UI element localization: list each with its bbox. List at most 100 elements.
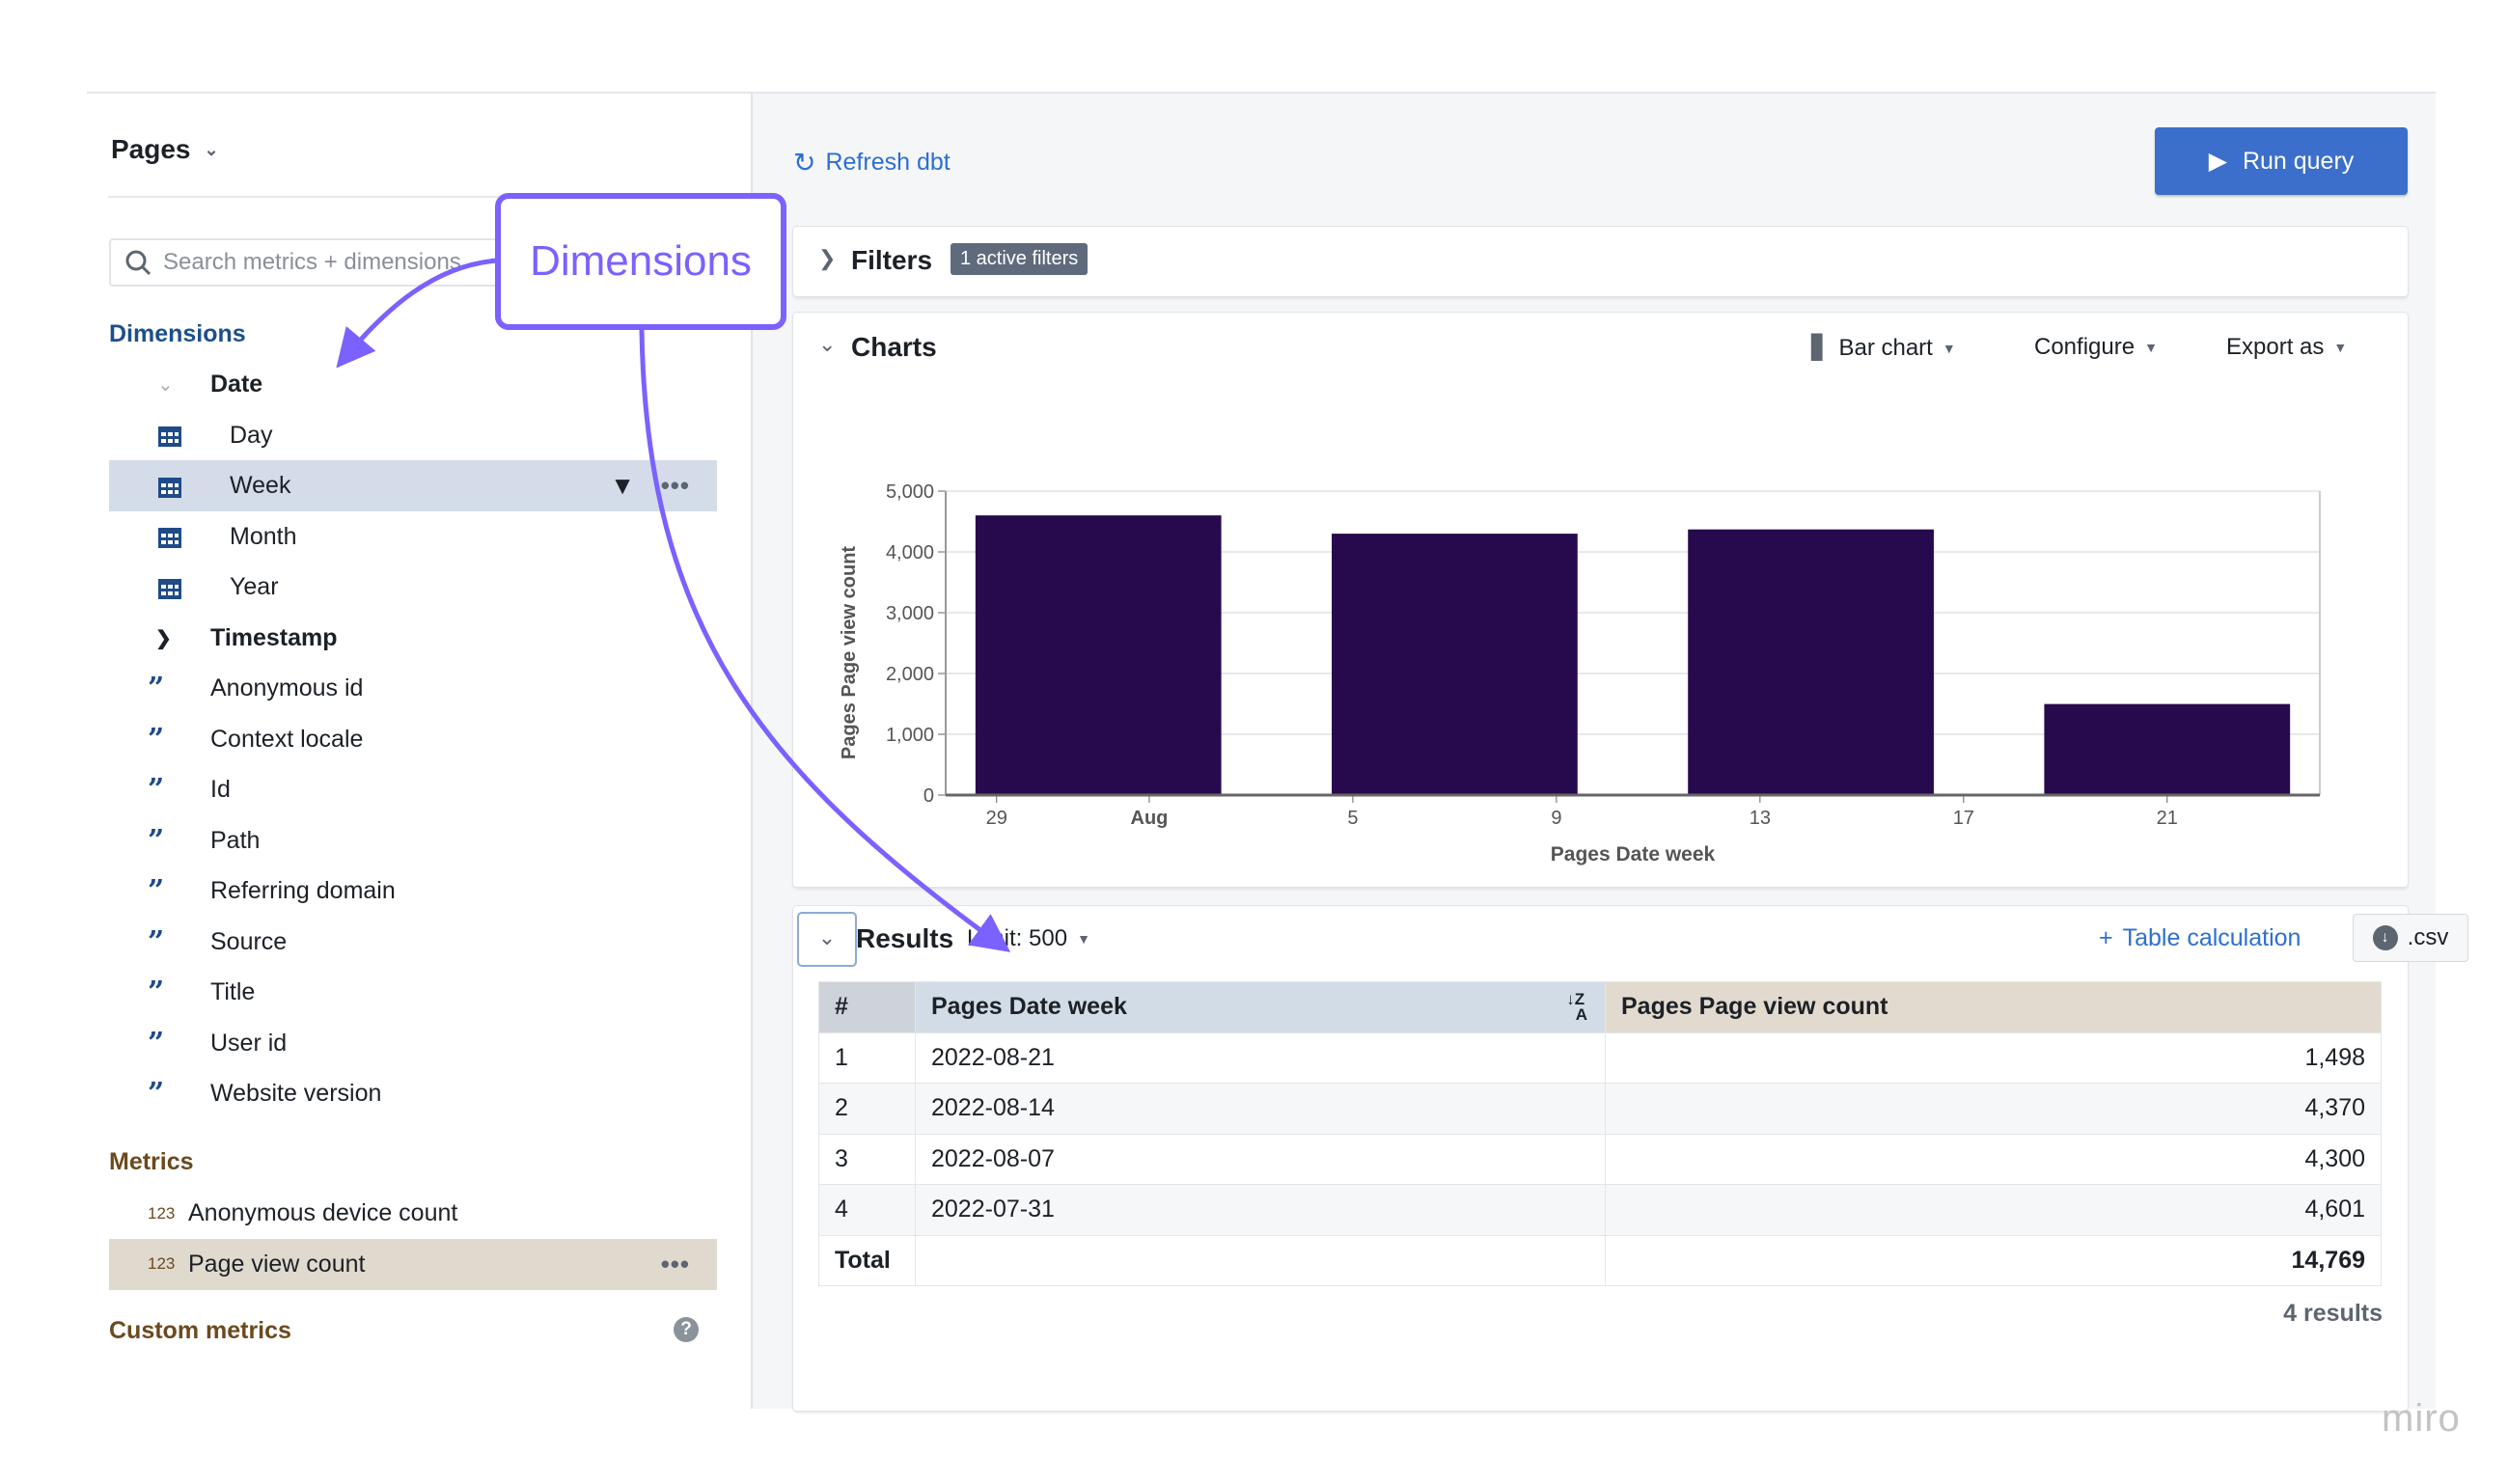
column-header-index: # (818, 981, 916, 1033)
caret-down-icon: ▼ (1077, 931, 1090, 947)
play-icon: ▶ (2208, 148, 2227, 175)
csv-export-button[interactable]: ↓ .csv (2353, 914, 2468, 962)
dimensions-callout: Dimensions (495, 193, 786, 330)
caret-down-icon: ▼ (2144, 340, 2158, 355)
metric-label: Anonymous device count (188, 1199, 458, 1226)
cell-date-week: 2022-08-21 (915, 1031, 1606, 1084)
configure-button[interactable]: Configure ▼ (2034, 334, 2158, 361)
chart-type-label: Bar chart (1838, 334, 1933, 361)
y-tick-label: 2,000 (886, 664, 934, 685)
total-row: Total 14,769 (818, 1234, 2382, 1286)
explore-selector[interactable]: Pages ⌄ (111, 134, 219, 165)
refresh-dbt-button[interactable]: ↻ Refresh dbt (793, 147, 951, 179)
bar (2044, 703, 2291, 795)
chart-type-select[interactable]: ▋ Bar chart ▼ (1811, 334, 1956, 362)
dimension-label: User id (210, 1029, 288, 1057)
chevron-right-icon[interactable]: ❯ (818, 246, 837, 270)
dimension-date-year[interactable]: Year (109, 562, 717, 613)
refresh-icon: ↻ (793, 148, 816, 178)
y-tick-label: 3,000 (886, 603, 934, 624)
metric-item[interactable]: 123 Anonymous device count (109, 1188, 717, 1239)
dimension-label: Context locale (210, 725, 364, 753)
export-label: Export as (2226, 334, 2325, 360)
bar (1688, 529, 1934, 795)
run-query-button[interactable]: ▶ Run query (2155, 127, 2408, 195)
column-label: Pages Date week (931, 993, 1127, 1021)
search-placeholder: Search metrics + dimensions (163, 249, 461, 275)
cell-date-week: 2022-08-07 (915, 1133, 1606, 1185)
dimension-item[interactable]: ” Referring domain (109, 866, 717, 917)
x-tick-label: Aug (1131, 808, 1169, 829)
dimension-group-timestamp[interactable]: ❯ Timestamp (109, 613, 717, 664)
number-type-icon: 123 (148, 1254, 176, 1273)
dimension-item[interactable]: ” Context locale (109, 714, 717, 765)
dimension-label: Day (230, 421, 273, 449)
dimension-item[interactable]: ” Title (109, 967, 717, 1018)
filters-toggle[interactable]: Filters (851, 245, 933, 275)
table-row: 3 2022-08-07 4,300 (818, 1133, 2382, 1185)
app: Pages ⌄ Search metrics + dimensions Dimen… (87, 92, 2468, 1411)
x-tick-label: 17 (1953, 808, 1974, 829)
filter-icon[interactable]: ▼ (610, 471, 635, 500)
cell-page-view-count: 4,601 (1605, 1184, 2382, 1236)
string-type-icon: ” (148, 672, 165, 705)
y-tick-label: 0 (923, 785, 934, 807)
explore-title: Pages (111, 134, 191, 164)
dimension-label: Id (210, 776, 231, 803)
column-header-date-week[interactable]: Pages Date week ↓Z A (915, 981, 1606, 1033)
dimension-label: Website version (210, 1080, 382, 1107)
limit-select[interactable]: Limit: 500 ▼ (967, 925, 1090, 952)
column-header-page-view-count[interactable]: Pages Page view count (1605, 981, 2382, 1033)
miro-watermark: miro (2382, 1397, 2461, 1440)
search-icon (125, 250, 152, 276)
cell-page-view-count: 4,370 (1605, 1083, 2382, 1135)
y-tick-label: 4,000 (886, 542, 934, 563)
divider (108, 196, 730, 198)
cell-index: 3 (818, 1133, 916, 1185)
results-card: ⌄ Results Limit: 500 ▼ + Table calculation… (793, 906, 2468, 1411)
y-axis-label: Pages Page view count (839, 546, 860, 760)
dimension-date-month[interactable]: Month (109, 511, 717, 563)
x-tick-label: 29 (986, 808, 1007, 829)
cell-date-week: 2022-07-31 (915, 1184, 1606, 1236)
dimension-label: Week (230, 472, 291, 499)
sort-desc-icon[interactable]: ↓Z A (1566, 990, 1587, 1024)
dimension-date-week[interactable]: Week ▼ ••• (109, 460, 717, 511)
limit-label: Limit: 500 (967, 925, 1068, 951)
caret-down-icon: ▼ (1942, 340, 1956, 356)
table-calculation-button[interactable]: + Table calculation (2099, 924, 2301, 952)
help-icon[interactable]: ? (674, 1317, 699, 1342)
more-options-icon[interactable]: ••• (660, 1249, 690, 1278)
dimension-item[interactable]: ” Id (109, 764, 717, 815)
metric-label: Page view count (188, 1250, 366, 1278)
group-label: Timestamp (210, 623, 338, 651)
chevron-down-icon: ⌄ (204, 139, 219, 159)
results-table: # Pages Date week ↓Z A Pages Page view co… (818, 981, 2382, 1286)
dimension-group-date[interactable]: ⌄ Date (109, 359, 717, 410)
cell-index: 2 (818, 1083, 916, 1135)
dimensions-heading: Dimensions (109, 320, 246, 347)
calendar-icon (158, 578, 181, 599)
configure-label: Configure (2034, 334, 2136, 360)
results-collapse-button[interactable]: ⌄ (797, 912, 857, 967)
x-tick-label: 9 (1551, 808, 1561, 829)
total-empty (915, 1234, 1606, 1286)
dimension-item[interactable]: ” Anonymous id (109, 663, 717, 714)
x-tick-label: 5 (1347, 808, 1358, 829)
dimension-date-day[interactable]: Day (109, 410, 717, 461)
dimension-label: Source (210, 927, 288, 955)
export-button[interactable]: Export as ▼ (2226, 334, 2347, 361)
metric-item[interactable]: 123 Page view count ••• (109, 1238, 717, 1290)
dimension-item[interactable]: ” Website version (109, 1068, 717, 1119)
dimension-label: Month (230, 522, 297, 550)
dimension-label: Referring domain (210, 877, 396, 904)
cell-page-view-count: 4,300 (1605, 1133, 2382, 1185)
dimension-item[interactable]: ” User id (109, 1018, 717, 1069)
dimension-item[interactable]: ” Source (109, 917, 717, 968)
calendar-icon (158, 426, 181, 447)
more-options-icon[interactable]: ••• (660, 471, 690, 500)
total-value: 14,769 (1605, 1234, 2382, 1286)
chevron-right-icon: ❯ (155, 627, 172, 649)
dimension-label: Title (210, 978, 256, 1005)
dimension-item[interactable]: ” Path (109, 815, 717, 866)
